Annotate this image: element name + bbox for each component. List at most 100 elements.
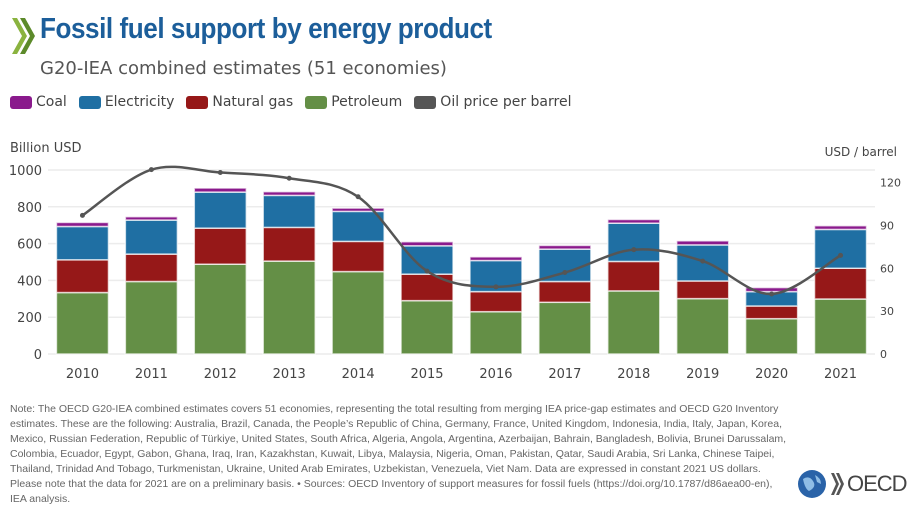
y2-axis-label: USD / barrel (825, 145, 897, 159)
legend-item-electricity[interactable]: Electricity (78, 94, 175, 110)
x-tick-label: 2019 (686, 367, 719, 382)
bar-coal (400, 241, 454, 247)
bar-natural-gas (538, 280, 592, 304)
bar-electricity (124, 219, 179, 255)
bar-natural-gas (262, 226, 316, 262)
oil-price-line (81, 165, 842, 296)
x-tick-label: 2017 (548, 367, 581, 382)
legend-item-coal[interactable]: Coal (10, 94, 67, 110)
x-tick-label: 2014 (342, 367, 375, 382)
bar-petroleum (331, 270, 385, 355)
oil-price-point (217, 169, 223, 175)
y2-tick-label: 60 (880, 262, 894, 275)
bar-petroleum (469, 310, 523, 355)
oil-price-point (79, 212, 85, 218)
legend-swatch (305, 95, 328, 109)
legend-swatch (186, 95, 209, 109)
bar-natural-gas (400, 273, 454, 302)
x-tick-label: 2020 (755, 367, 788, 382)
x-tick-label: 2013 (273, 367, 306, 382)
legend-label: Coal (36, 94, 67, 110)
bar-petroleum (675, 297, 730, 355)
bar-coal (469, 256, 523, 262)
oil-price-point (838, 252, 844, 258)
legend-swatch (10, 95, 32, 109)
chart-title: Fossil fuel support by energy product (40, 13, 492, 45)
bar-electricity (331, 210, 385, 243)
oil-price-point (631, 247, 637, 253)
y2-tick-label: 90 (880, 219, 894, 232)
bar-natural-gas (331, 240, 385, 273)
bar-electricity (262, 194, 316, 229)
bar-coal (607, 218, 661, 224)
y2-tick-label: 120 (880, 177, 901, 190)
bar-natural-gas (675, 280, 730, 300)
oecd-wordmark: OECD (847, 471, 907, 496)
legend-label: Petroleum (331, 94, 403, 110)
y-tick-label: 1000 (9, 164, 42, 179)
chart-subtitle: G20-IEA combined estimates (51 economies… (40, 58, 447, 79)
oil-price-point (286, 175, 292, 181)
y-axis-label: Billion USD (10, 141, 81, 156)
oil-price-point (424, 268, 430, 274)
x-tick-label: 2021 (824, 367, 857, 382)
bar-natural-gas (469, 290, 523, 313)
bar-coal (675, 240, 730, 246)
oil-price-point (355, 194, 361, 200)
bar-electricity (607, 222, 661, 263)
x-tick-label: 2016 (479, 367, 512, 382)
bar-coal (193, 187, 248, 193)
bar-coal (124, 215, 179, 221)
bar-electricity (538, 248, 592, 283)
bar-petroleum (538, 301, 592, 355)
y-tick-label: 600 (17, 238, 42, 253)
legend: Coal Electricity Natural gas Petroleum O… (10, 94, 571, 110)
bar-petroleum (607, 290, 661, 355)
oil-price-point (493, 284, 499, 290)
globe-icon (798, 470, 826, 498)
legend-label: Electricity (104, 94, 175, 110)
bar-petroleum (813, 298, 868, 355)
bar-natural-gas (193, 227, 248, 265)
bar-coal (55, 221, 110, 228)
x-tick-label: 2012 (204, 367, 237, 382)
bar-electricity (55, 225, 110, 261)
legend-item-natural-gas[interactable]: Natural gas (186, 94, 293, 110)
bar-coal (262, 190, 316, 197)
bar-natural-gas (813, 267, 868, 300)
legend-item-petroleum[interactable]: Petroleum (305, 94, 402, 110)
legend-swatch (78, 95, 101, 109)
bar-natural-gas (124, 253, 179, 283)
bar-natural-gas (55, 259, 110, 294)
bar-coal (538, 244, 592, 250)
chart: Billion USD USD / barrel 020040060080010… (9, 141, 901, 382)
legend-label: Natural gas (212, 94, 294, 110)
oil-price-point (562, 270, 568, 276)
oecd-logo: OECD (797, 469, 907, 499)
bar-petroleum (400, 299, 454, 355)
bar-petroleum (744, 317, 799, 355)
y-tick-label: 200 (17, 311, 42, 326)
x-tick-label: 2018 (617, 367, 650, 382)
oil-price-point (148, 167, 154, 173)
x-tick-label: 2011 (135, 367, 168, 382)
x-tick-label: 2010 (66, 367, 99, 382)
bar-coal (813, 225, 868, 231)
legend-swatch (414, 95, 437, 109)
bar-petroleum (55, 291, 110, 355)
y2-tick-label: 30 (880, 305, 894, 318)
legend-item-oil-price[interactable]: Oil price per barrel (414, 94, 571, 110)
bar-natural-gas (607, 260, 661, 292)
y-tick-label: 400 (17, 274, 42, 289)
y-tick-label: 0 (34, 348, 42, 363)
bar-petroleum (262, 260, 316, 355)
bar-coal (331, 207, 385, 213)
y-tick-label: 800 (17, 201, 42, 216)
bar-petroleum (124, 280, 179, 355)
bar-natural-gas (744, 305, 799, 320)
oecd-chevrons-icon (12, 18, 35, 54)
legend-label: Oil price per barrel (440, 94, 572, 110)
y2-tick-label: 0 (880, 348, 887, 361)
bar-petroleum (193, 263, 248, 355)
x-tick-label: 2015 (410, 367, 443, 382)
